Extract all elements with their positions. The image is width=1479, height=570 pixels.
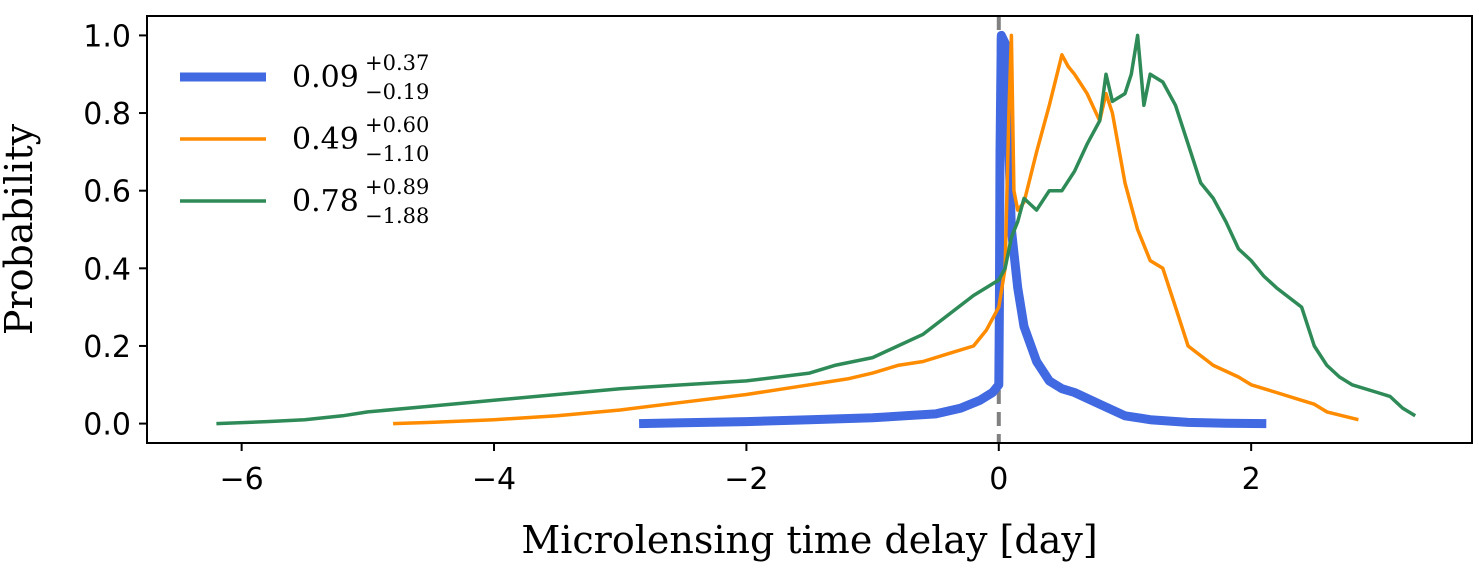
legend-label-lower: −0.19 [365, 80, 429, 104]
legend-label-upper: +0.37 [365, 51, 429, 75]
x-tick-label: −4 [472, 462, 516, 497]
x-axis-ticks: −6 −4 −2 0 2 [220, 443, 1261, 497]
y-tick-label: 0.6 [83, 175, 131, 210]
y-tick-label: 0.8 [83, 97, 131, 132]
legend-label: 0.78 [292, 184, 359, 219]
legend-label: 0.49 [292, 122, 359, 157]
legend-label-upper: +0.89 [365, 175, 429, 199]
x-axis-label: Microlensing time delay [day] [521, 518, 1097, 562]
legend-label-lower: −1.88 [365, 204, 429, 228]
legend: 0.09 +0.37 −0.190.49 +0.60 −1.100.78 +0.89 −1.… [180, 51, 429, 228]
series-line-0.09 [639, 30, 1267, 429]
x-tick-label: 2 [1242, 462, 1261, 497]
series-group [216, 30, 1417, 429]
plot-frame [146, 15, 1473, 444]
series-line-0.49 [393, 33, 1359, 426]
x-tick-label: −2 [724, 462, 768, 497]
y-tick-label: 0.4 [83, 252, 131, 287]
legend-label-upper: +0.60 [365, 113, 429, 137]
x-tick-label: −6 [220, 462, 264, 497]
y-axis-ticks: 0.0 0.2 0.4 0.6 0.8 1.0 [83, 19, 147, 443]
y-tick-label: 1.0 [83, 19, 131, 54]
legend-label-lower: −1.10 [365, 142, 429, 166]
x-tick-label: 0 [989, 462, 1008, 497]
y-tick-label: 0.0 [83, 408, 131, 443]
legend-label: 0.09 [292, 60, 359, 95]
series-line-0.78 [216, 33, 1417, 426]
y-tick-label: 0.2 [83, 330, 131, 365]
y-axis-label: Probability [0, 123, 41, 335]
